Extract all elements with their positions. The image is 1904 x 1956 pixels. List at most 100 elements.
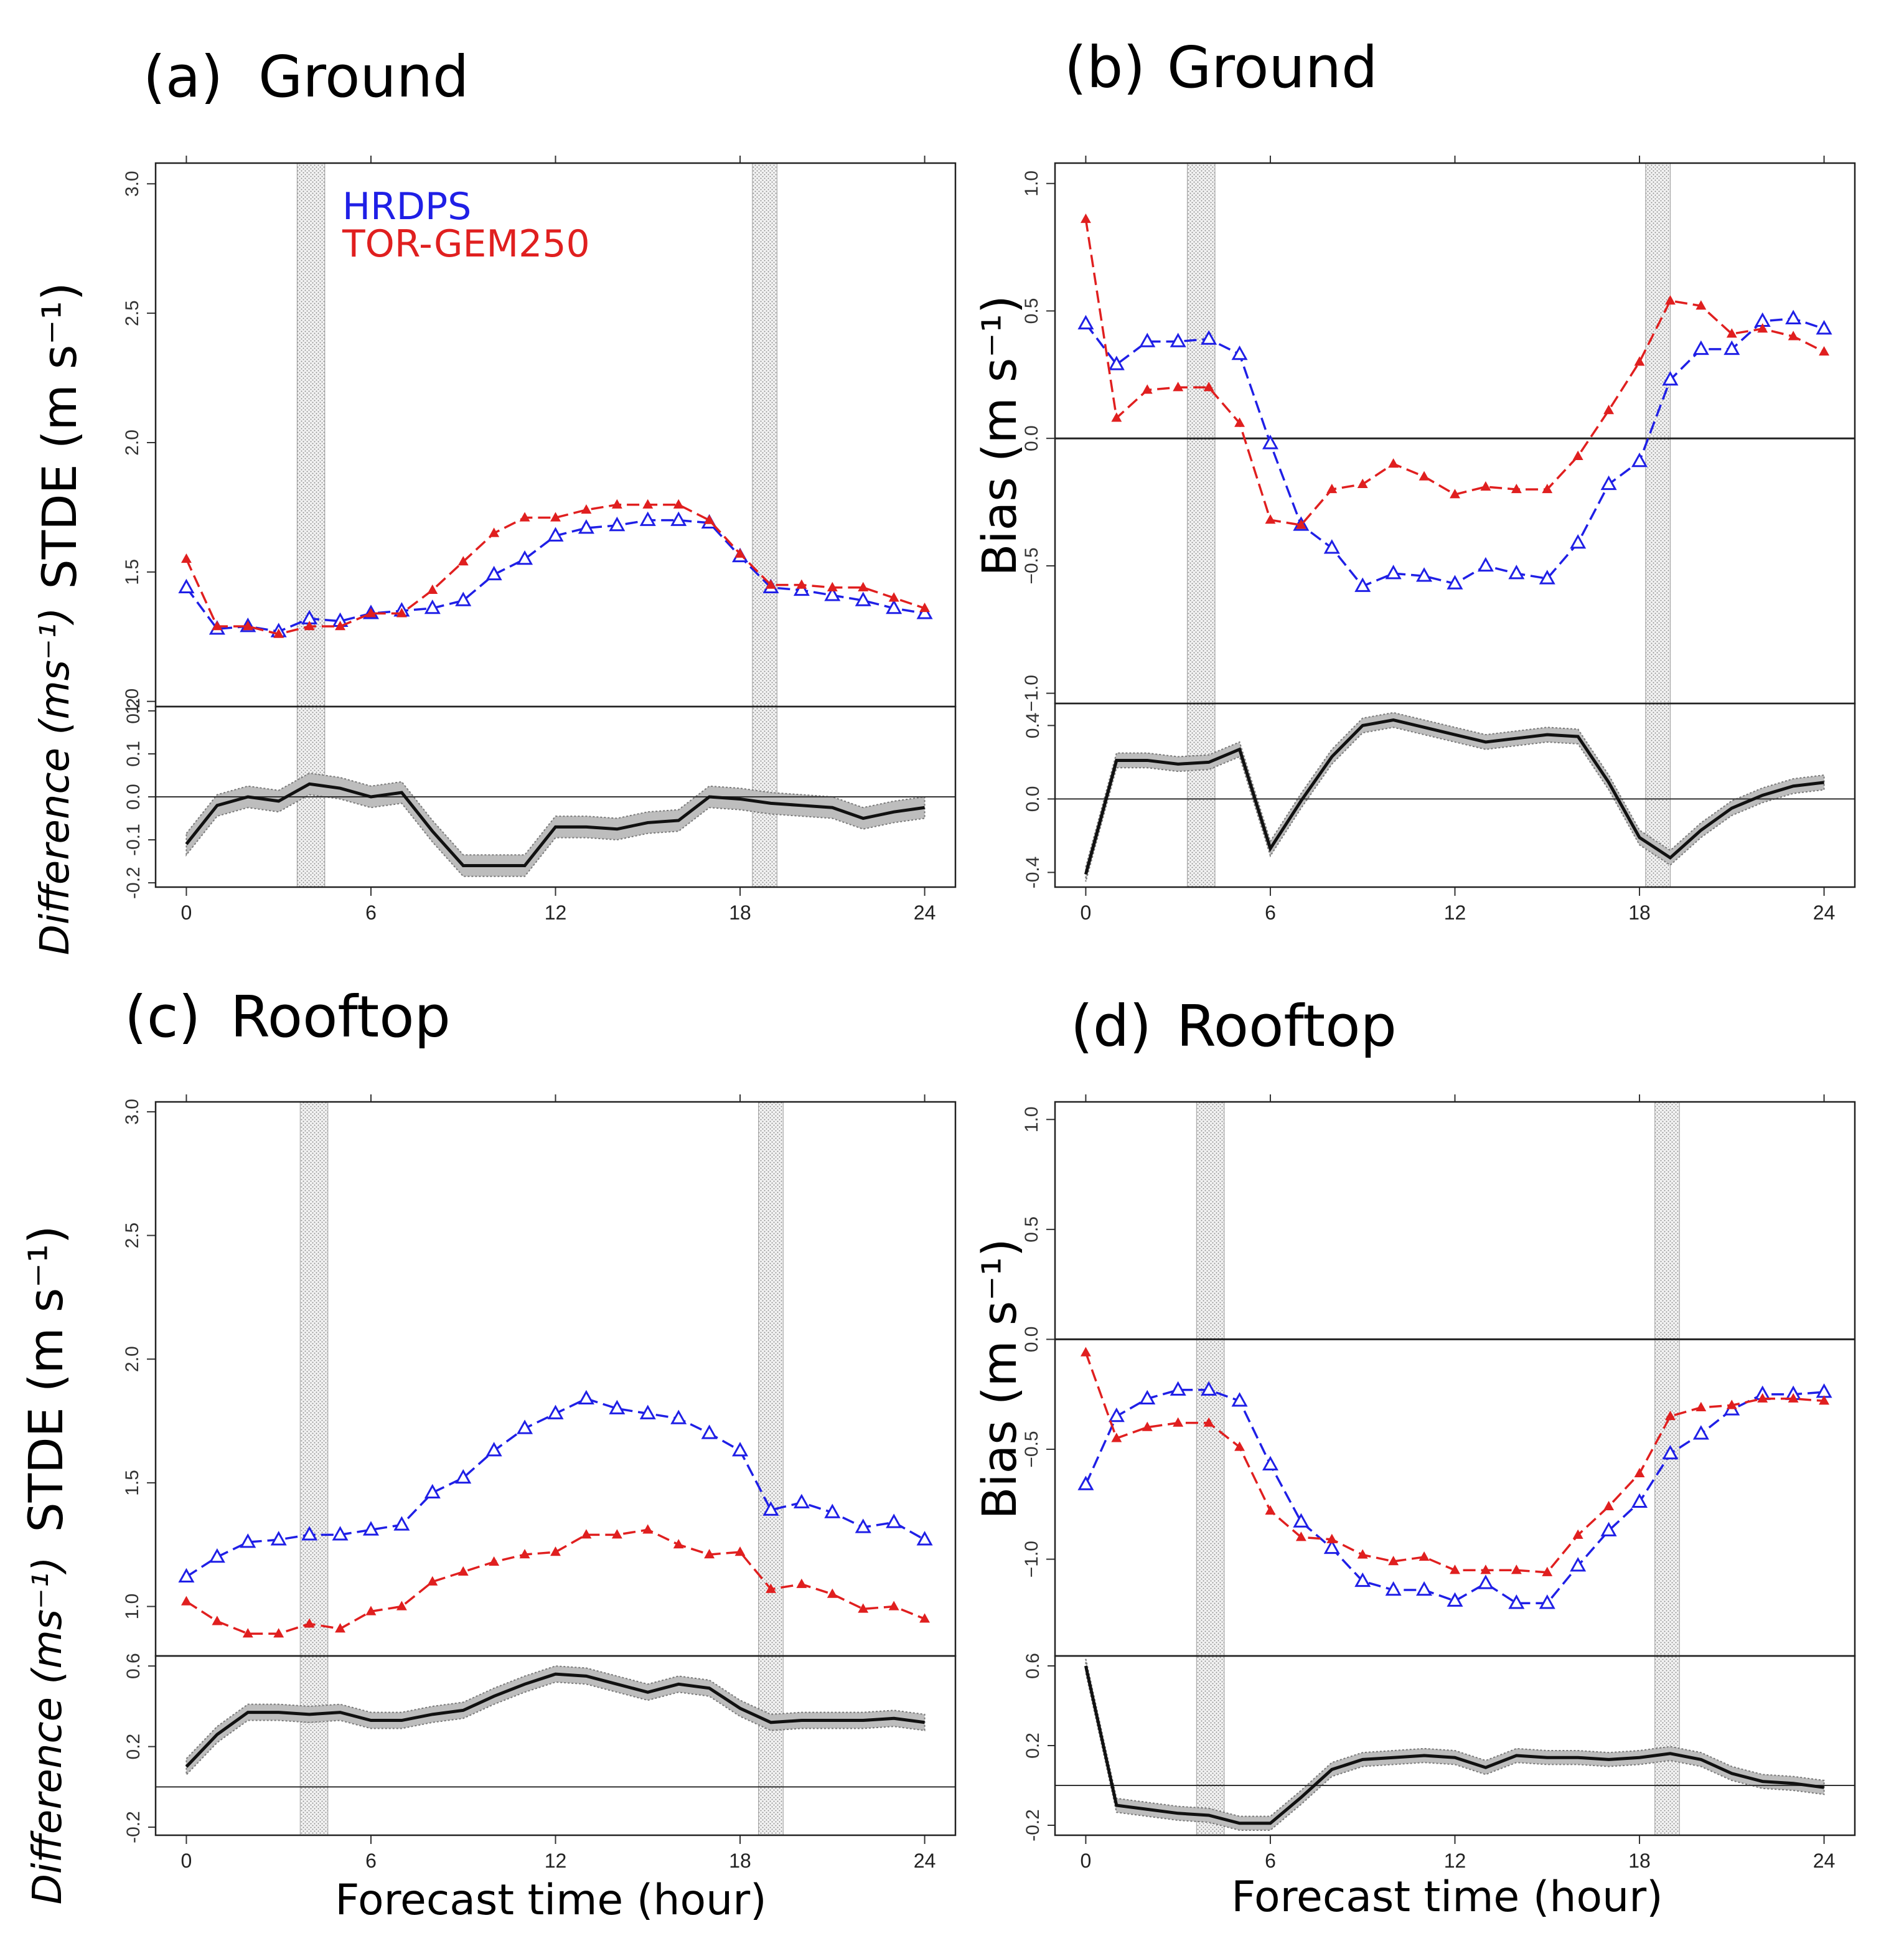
data-point-hrdps xyxy=(855,1518,871,1533)
data-point-hrdps xyxy=(1447,575,1463,590)
x-tick-label: 12 xyxy=(1444,901,1466,924)
x-tick-label: 24 xyxy=(914,901,936,924)
data-point-tor-gem250 xyxy=(1419,471,1430,481)
data-point-tor-gem250 xyxy=(1819,346,1830,356)
data-point-hrdps xyxy=(332,1526,349,1541)
data-point-tor-gem250 xyxy=(1757,1393,1768,1403)
diff-y-tick-label: 0.2 xyxy=(123,1734,144,1760)
data-point-hrdps xyxy=(1631,1493,1648,1508)
diff-y-tick-label: 0.0 xyxy=(1023,786,1043,812)
data-point-hrdps xyxy=(1477,1574,1494,1589)
panel-b-main-plot: −1.0 −0.5 0.0 0.5 1.0 xyxy=(1021,156,1856,888)
data-point-tor-gem250 xyxy=(335,621,345,631)
data-point-tor-gem250 xyxy=(1542,484,1553,494)
difference-confidence-band xyxy=(185,1665,926,1777)
data-point-hrdps xyxy=(1385,565,1402,580)
data-point-tor-gem250 xyxy=(1173,1417,1184,1427)
data-point-tor-gem250 xyxy=(335,1623,345,1633)
data-point-hrdps xyxy=(1816,1383,1832,1398)
data-point-tor-gem250 xyxy=(1757,323,1768,333)
difference-frame xyxy=(154,1655,957,1836)
difference-line xyxy=(1084,718,1824,875)
diff-y-tick-label: -0.1 xyxy=(123,824,144,856)
data-point-tor-gem250 xyxy=(1203,1417,1214,1427)
data-point-tor-gem250 xyxy=(919,1613,931,1623)
data-point-hrdps xyxy=(1816,320,1832,335)
data-point-hrdps xyxy=(1262,1455,1278,1470)
y-tick-label: −0.5 xyxy=(1021,547,1042,584)
data-point-tor-gem250 xyxy=(519,512,530,522)
x-tick-label: 0 xyxy=(181,1850,192,1872)
data-point-hrdps xyxy=(762,1501,779,1516)
data-point-hrdps xyxy=(1570,534,1587,549)
data-point-hrdps xyxy=(1539,570,1555,585)
data-point-tor-gem250 xyxy=(704,514,715,524)
data-point-hrdps xyxy=(485,1442,502,1457)
data-point-tor-gem250 xyxy=(858,581,869,591)
plot-frame xyxy=(154,1101,957,1657)
y-tick-label: −1.0 xyxy=(1021,675,1042,712)
data-point-tor-gem250 xyxy=(1542,1566,1553,1576)
difference-line xyxy=(1084,1665,1824,1825)
data-point-tor-gem250 xyxy=(919,603,931,613)
data-point-tor-gem250 xyxy=(1726,1399,1737,1409)
data-point-tor-gem250 xyxy=(1080,214,1091,223)
data-point-hrdps xyxy=(178,578,195,593)
data-point-hrdps xyxy=(639,511,656,526)
x-tick-label: 24 xyxy=(914,1850,936,1872)
data-point-tor-gem250 xyxy=(427,1576,438,1586)
data-point-tor-gem250 xyxy=(704,1549,715,1559)
data-point-tor-gem250 xyxy=(1265,514,1276,524)
data-point-hrdps xyxy=(178,1568,195,1583)
data-point-hrdps xyxy=(732,1442,749,1457)
panel-d-ylabel: Bias (m s⁻¹) xyxy=(972,1238,1027,1519)
data-point-tor-gem250 xyxy=(212,1615,223,1625)
shaded-band-1 xyxy=(296,162,326,888)
panel-b: (b) Ground Bias (m s⁻¹) −1.0 −0.5 0.0 0.5 1.… xyxy=(972,34,1856,924)
data-point-tor-gem250 xyxy=(1572,1529,1583,1539)
data-point-tor-gem250 xyxy=(396,1601,407,1610)
difference-frame xyxy=(1054,1655,1856,1836)
difference-line xyxy=(185,782,925,867)
x-tick-label: 18 xyxy=(729,1850,751,1872)
panel-c: (c) Rooftop STDE (m s⁻¹) Difference (ms⁻… xyxy=(18,984,957,1925)
panel-a-diff-ylabel: Difference (ms⁻¹) xyxy=(32,608,78,956)
data-point-hrdps xyxy=(1508,565,1525,580)
difference-frame xyxy=(154,705,957,888)
data-point-hrdps xyxy=(240,1533,256,1548)
data-point-tor-gem250 xyxy=(181,1596,192,1606)
x-tick-label: 6 xyxy=(365,901,377,924)
data-point-tor-gem250 xyxy=(1819,1395,1830,1405)
data-point-tor-gem250 xyxy=(489,1556,500,1566)
difference-frame xyxy=(1054,702,1856,888)
y-tick-label: 0.0 xyxy=(1021,1327,1042,1353)
data-point-hrdps xyxy=(1170,332,1186,347)
data-point-tor-gem250 xyxy=(673,1539,684,1549)
panel-c-xlabel: Forecast time (hour) xyxy=(335,1876,766,1925)
data-point-tor-gem250 xyxy=(1419,1551,1430,1561)
data-point-tor-gem250 xyxy=(1142,1421,1153,1431)
panel-a-difference-plot: -0.2 -0.1 0.0 0.1 0.2 0 6 12 18 24 xyxy=(123,698,957,924)
data-point-hrdps xyxy=(1692,1425,1709,1440)
data-point-tor-gem250 xyxy=(365,608,377,618)
data-point-tor-gem250 xyxy=(1603,405,1615,415)
data-point-tor-gem250 xyxy=(1388,458,1399,468)
data-point-hrdps xyxy=(1354,1572,1371,1587)
data-point-hrdps xyxy=(547,527,564,542)
data-point-tor-gem250 xyxy=(796,579,807,589)
shaded-band-2 xyxy=(752,162,777,888)
data-point-tor-gem250 xyxy=(1788,1393,1799,1403)
data-point-hrdps xyxy=(1354,577,1371,592)
data-point-tor-gem250 xyxy=(1511,1564,1522,1574)
shaded-band-1 xyxy=(1196,1101,1225,1836)
data-point-hrdps xyxy=(424,599,441,614)
diff-y-tick-label: 0.4 xyxy=(1023,713,1043,739)
y-tick-label: 1.0 xyxy=(1021,171,1042,197)
y-tick-label: −0.5 xyxy=(1021,1431,1042,1467)
y-tick-label: 0.5 xyxy=(1021,1216,1042,1243)
shaded-band-2 xyxy=(1654,1101,1680,1836)
data-point-hrdps xyxy=(1170,1381,1186,1396)
shaded-band-1 xyxy=(299,1101,329,1836)
data-point-tor-gem250 xyxy=(827,1588,838,1598)
y-tick-label: 1.0 xyxy=(122,1594,143,1620)
